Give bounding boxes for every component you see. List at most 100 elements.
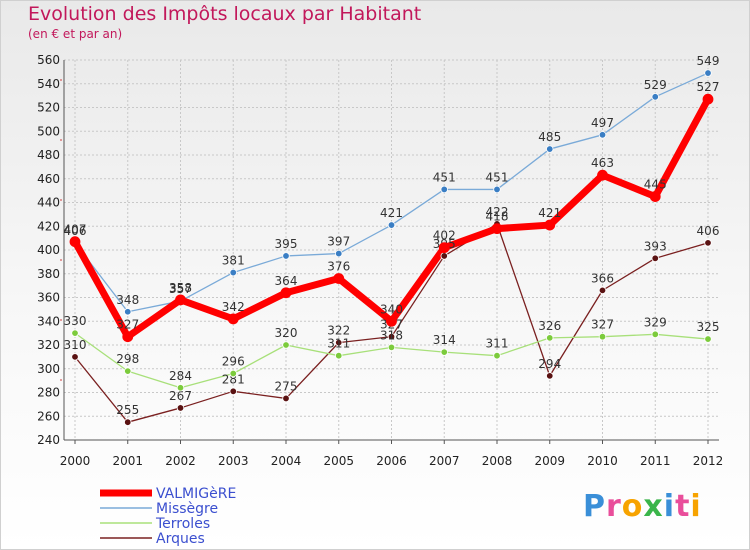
x-tick-label: 2005 bbox=[323, 454, 354, 468]
data-label: 311 bbox=[486, 337, 509, 351]
data-point bbox=[124, 367, 132, 375]
data-label: 421 bbox=[380, 206, 403, 220]
x-tick-label: 2008 bbox=[482, 454, 513, 468]
data-point bbox=[333, 273, 345, 284]
data-label: 421 bbox=[538, 206, 561, 220]
y-tick-label: 520 bbox=[37, 101, 60, 115]
data-label: 393 bbox=[644, 239, 667, 253]
data-label: 364 bbox=[275, 274, 298, 288]
data-label: 397 bbox=[327, 235, 350, 249]
data-point bbox=[387, 221, 396, 229]
logo-letter: o bbox=[621, 489, 644, 524]
data-label: 326 bbox=[538, 319, 561, 333]
data-label: 451 bbox=[433, 170, 456, 184]
data-point bbox=[438, 242, 450, 254]
data-point bbox=[69, 236, 81, 248]
data-point bbox=[546, 334, 554, 342]
data-label: 330 bbox=[64, 314, 87, 328]
data-label: 395 bbox=[275, 237, 298, 251]
data-label: 340 bbox=[380, 302, 403, 316]
logo-letter: t bbox=[675, 489, 691, 524]
y-tick-label: 260 bbox=[37, 409, 60, 423]
data-label: 463 bbox=[591, 156, 614, 170]
data-point bbox=[335, 351, 343, 360]
y-tick-label: 460 bbox=[37, 172, 60, 186]
logo-letter: i bbox=[690, 489, 702, 524]
data-point bbox=[440, 348, 448, 356]
x-tick-label: 2011 bbox=[640, 454, 671, 468]
data-point bbox=[546, 145, 554, 153]
data-label: 357 bbox=[169, 282, 192, 296]
data-label: 348 bbox=[116, 293, 139, 307]
data-label: 485 bbox=[538, 130, 561, 144]
y-tick-label: 300 bbox=[37, 362, 60, 376]
data-label: 275 bbox=[275, 379, 298, 393]
data-point bbox=[651, 93, 659, 101]
data-label: 311 bbox=[327, 337, 350, 351]
chart-title: Evolution des Impôts locaux par Habitant bbox=[28, 3, 422, 25]
x-tick-label: 2004 bbox=[271, 454, 302, 468]
data-point bbox=[122, 331, 134, 343]
logo-letter: P bbox=[583, 489, 606, 524]
data-label: 406 bbox=[64, 224, 87, 238]
data-point bbox=[598, 131, 607, 139]
x-tick-label: 2002 bbox=[165, 454, 196, 468]
data-label: 527 bbox=[697, 80, 720, 94]
data-point bbox=[335, 338, 343, 347]
data-label: 327 bbox=[116, 318, 139, 332]
data-point bbox=[229, 387, 237, 396]
y-tick-label: 480 bbox=[37, 148, 60, 162]
data-label: 296 bbox=[222, 355, 245, 369]
y-tick-label: 440 bbox=[37, 196, 60, 210]
proxiti-logo: Proxiti bbox=[583, 489, 702, 524]
data-label: 314 bbox=[433, 333, 456, 347]
legend-label: Missègre bbox=[156, 501, 218, 517]
y-tick-label: 380 bbox=[37, 267, 60, 281]
data-label: 381 bbox=[222, 254, 245, 268]
data-label: 418 bbox=[486, 210, 509, 224]
y-tick-label: 240 bbox=[37, 433, 60, 447]
data-point bbox=[704, 69, 712, 77]
data-label: 284 bbox=[169, 369, 192, 383]
data-label: 325 bbox=[697, 320, 720, 334]
data-point bbox=[440, 252, 448, 260]
data-label: 322 bbox=[327, 324, 350, 338]
y-tick-label: 340 bbox=[37, 314, 60, 328]
data-point bbox=[493, 351, 501, 360]
data-point bbox=[649, 191, 661, 202]
y-tick-label: 360 bbox=[37, 291, 60, 305]
x-tick-label: 2001 bbox=[112, 454, 143, 468]
data-label: 310 bbox=[64, 338, 87, 352]
data-label: 327 bbox=[591, 318, 614, 332]
data-label: 529 bbox=[644, 78, 667, 92]
chart-subtitle: (en € et par an) bbox=[28, 27, 123, 41]
data-point bbox=[597, 169, 608, 181]
data-label: 445 bbox=[644, 178, 667, 192]
data-point bbox=[229, 268, 237, 277]
x-tick-label: 2012 bbox=[693, 454, 724, 468]
data-label: 342 bbox=[222, 300, 245, 314]
data-point bbox=[651, 330, 659, 339]
data-label: 451 bbox=[486, 170, 509, 184]
data-point bbox=[598, 286, 607, 295]
x-tick-label: 2010 bbox=[587, 454, 618, 468]
y-tick-label: 500 bbox=[37, 124, 60, 138]
data-point bbox=[598, 332, 607, 341]
data-point bbox=[71, 329, 79, 337]
data-label: 497 bbox=[591, 116, 614, 130]
data-point bbox=[546, 372, 554, 380]
data-point bbox=[176, 404, 185, 412]
legend-label: Arques bbox=[156, 531, 205, 547]
data-point bbox=[124, 308, 132, 316]
y-tick-label: 420 bbox=[37, 219, 60, 233]
data-point bbox=[387, 332, 396, 341]
data-label: 366 bbox=[591, 271, 614, 285]
data-label: 329 bbox=[644, 315, 667, 329]
logo-letter: r bbox=[606, 489, 622, 524]
data-label: 298 bbox=[116, 352, 139, 366]
x-tick-label: 2007 bbox=[429, 454, 460, 468]
data-point bbox=[702, 93, 714, 105]
data-point bbox=[440, 185, 448, 194]
data-point bbox=[493, 185, 501, 194]
